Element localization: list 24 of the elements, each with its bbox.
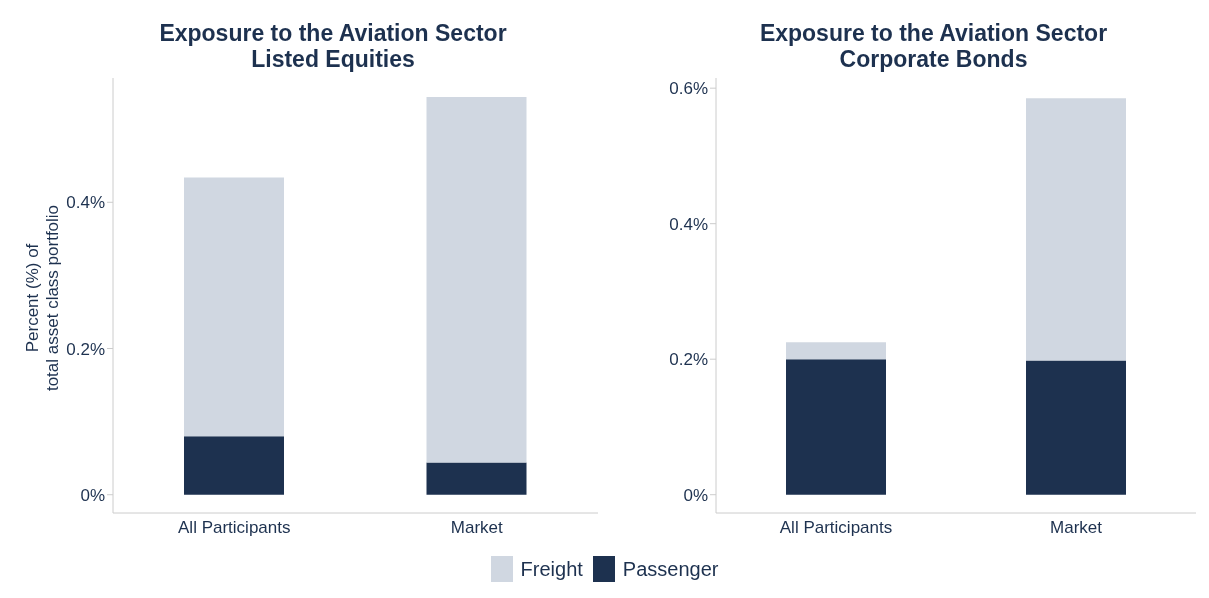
y-tick-label: 0.6% [669,79,708,99]
bar [786,359,886,495]
bar [1026,98,1126,361]
bar [184,177,284,437]
x-tick-label: Market [450,518,503,538]
chart-title: Exposure to the Aviation Sector Listed Equities [158,19,508,72]
y-tick-label: 0.4% [669,214,708,234]
bar [786,342,886,360]
legend-label: Freight [520,557,583,581]
y-tick-label: 0.2% [66,339,105,359]
x-tick-label: Market [1050,518,1103,538]
y-tick-label: 0.4% [66,193,105,213]
bar [184,436,284,495]
bar [1026,360,1126,495]
x-tick-label: All Participants [779,518,893,538]
x-tick-label: All Participants [178,518,291,538]
bar [426,97,527,463]
y-axis-title: Percent (%) of total asset class portfolio [23,204,63,392]
y-tick-label: 0.2% [669,350,708,370]
y-tick-label: 0% [683,485,708,505]
bar [426,462,527,495]
y-tick-label: 0% [80,485,105,505]
legend-label: Passenger [622,557,719,581]
chart-title: Exposure to the Aviation Sector Corporate Bonds [758,19,1109,72]
